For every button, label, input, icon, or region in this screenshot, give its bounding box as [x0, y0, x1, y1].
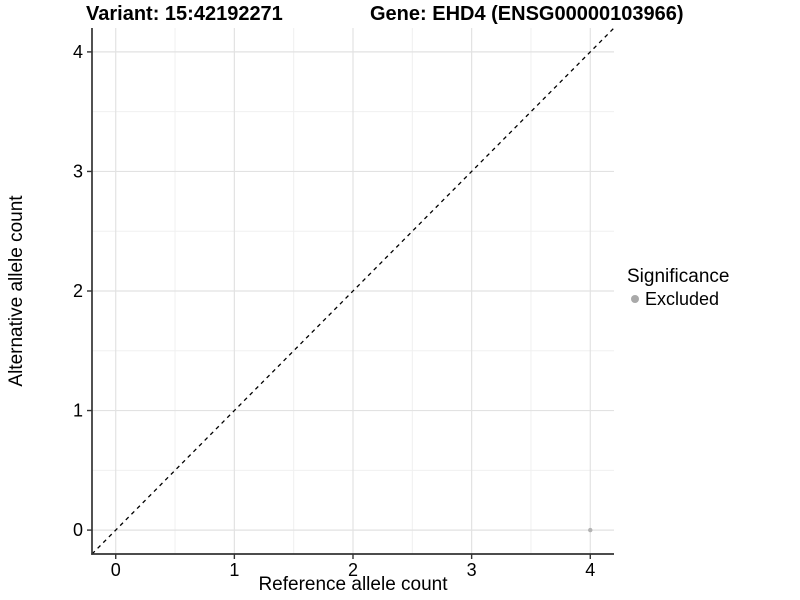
legend-items: Excluded — [627, 288, 729, 310]
gene-title: Gene: EHD4 (ENSG00000103966) — [370, 3, 684, 25]
y-tick-label: 0 — [73, 520, 83, 540]
y-tick-label: 4 — [73, 42, 83, 62]
legend-item-label: Excluded — [645, 289, 720, 309]
plot-panel: 0 1 2 3 4 0 1 2 3 4 — [73, 27, 615, 580]
y-tick-label: 2 — [73, 281, 83, 301]
legend-item: Excluded — [627, 288, 729, 310]
x-tick-label: 2 — [348, 560, 358, 580]
legend: Significance Excluded — [627, 266, 729, 310]
chart-svg: 0 1 2 3 4 0 1 2 3 4 — [73, 27, 615, 580]
x-axis-title: Reference allele count — [258, 574, 448, 595]
y-tick-label: 1 — [73, 401, 83, 421]
legend-title: Significance — [627, 266, 730, 287]
y-tick-label: 3 — [73, 161, 83, 181]
x-tick-label: 4 — [585, 560, 595, 580]
data-point — [588, 527, 593, 533]
legend-swatch-excluded — [631, 295, 639, 303]
x-tick-label: 3 — [467, 560, 477, 580]
variant-title: Variant: 15:42192271 — [86, 3, 283, 25]
x-tick-label: 0 — [111, 560, 121, 580]
x-tick-label: 1 — [229, 560, 239, 580]
identity-line — [91, 27, 615, 555]
y-axis-title: Alternative allele count — [6, 195, 27, 387]
